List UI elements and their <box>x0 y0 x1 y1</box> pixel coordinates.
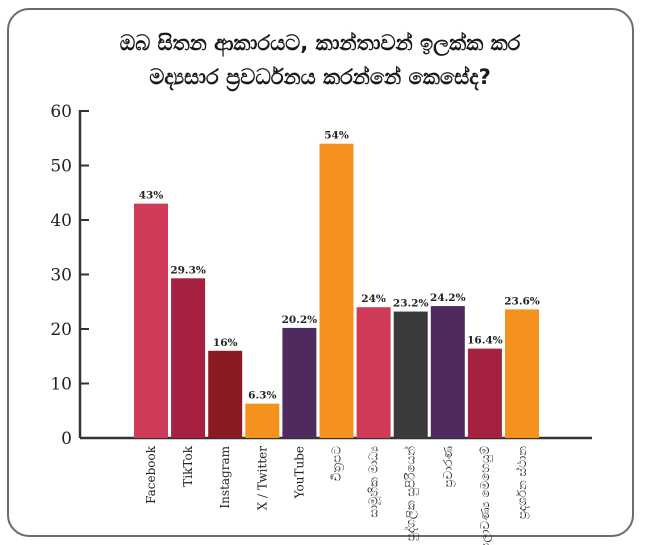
y-tick-label: 10 <box>50 375 72 395</box>
data-label: 16.4% <box>467 335 503 347</box>
bar <box>208 350 243 438</box>
y-tick-label: 20 <box>50 320 72 340</box>
y-tick-label: 50 <box>50 157 72 177</box>
y-tick-label: 30 <box>50 266 72 286</box>
y-tick-label: 40 <box>50 211 72 231</box>
data-label: 23.2% <box>393 298 429 310</box>
x-tick-label: පුද්ගලික සුපිරියෙන් <box>404 446 419 542</box>
bar <box>467 348 502 438</box>
data-label: 20.2% <box>282 314 318 326</box>
data-label: 16% <box>213 337 238 349</box>
bar <box>356 307 391 438</box>
x-tick-label: YouTube <box>292 446 306 499</box>
chart-category-labels: Facebook TikTok Instagram X / Twitter YouTub… <box>144 445 530 545</box>
bar <box>134 203 168 438</box>
data-label: 23.6% <box>504 295 540 307</box>
x-tick-label: TikTok <box>181 445 195 486</box>
bar <box>319 143 354 438</box>
bar <box>505 309 539 438</box>
x-tick-label: රූපලාවණ්‍ය මෙහෙයුම් <box>478 446 493 545</box>
data-label: 29.3% <box>170 264 206 276</box>
data-label: 24% <box>361 293 386 305</box>
y-tick-label: 0 <box>61 429 72 449</box>
x-tick-label: ප්‍රචාරණ <box>441 446 456 487</box>
data-label: 54% <box>324 130 349 142</box>
chart-title: ඔබ සිතන ආකාරයට, කාන්තාවන් ඉලක්ක කර මද්‍ය… <box>40 26 600 94</box>
data-label: 6.3% <box>248 390 276 402</box>
chart-title-line-1: ඔබ සිතන ආකාරයට, කාන්තාවන් ඉලක්ක කර <box>119 31 521 55</box>
x-tick-label: Instagram <box>218 445 232 508</box>
chart-data-labels: 43% 29.3% 16% 6.3% 20.2% 54% 24% 23.2% 24.2% 16.4… <box>139 130 540 402</box>
bar <box>393 311 428 438</box>
data-label: 24.2% <box>430 292 466 304</box>
chart-bars <box>134 143 539 438</box>
x-tick-label: Facebook <box>144 445 158 504</box>
x-tick-label: චිත්‍රපට <box>330 446 344 481</box>
bar <box>282 327 317 438</box>
bar <box>245 403 280 438</box>
data-label: 43% <box>139 190 164 202</box>
bar <box>171 278 206 438</box>
bar <box>430 306 465 438</box>
chart-title-line-2: මද්‍යසාර ප්‍රවර්ධනය කරන්නේ කෙසේද? <box>149 65 491 89</box>
x-tick-label: ප්‍රදර්ශන ස්ථාන <box>515 446 530 520</box>
x-tick-label: සාමූහික මාධ්‍ය <box>367 446 382 518</box>
y-tick-label: 60 <box>50 102 72 122</box>
x-tick-label: X / Twitter <box>255 446 269 511</box>
